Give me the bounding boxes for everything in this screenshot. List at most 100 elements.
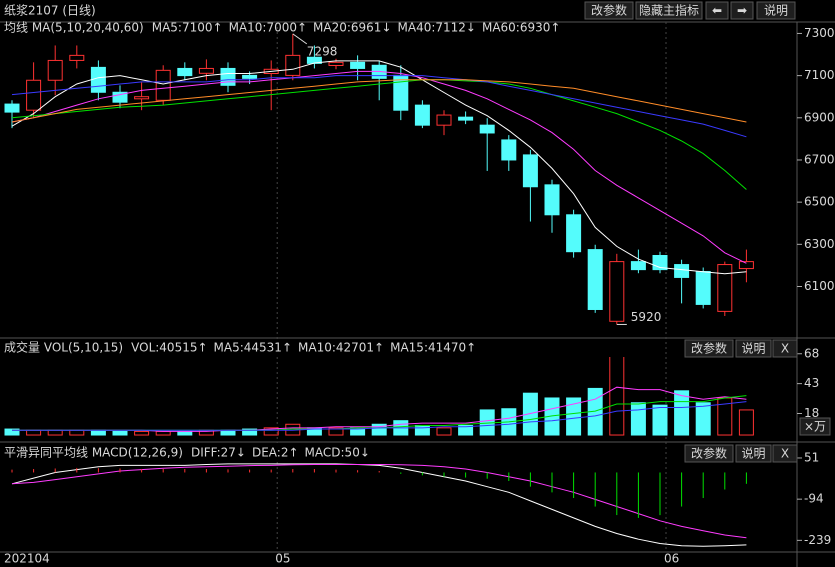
button[interactable] xyxy=(705,1,729,20)
button[interactable] xyxy=(635,1,703,20)
y-tick-label: 7100 xyxy=(804,68,835,82)
button[interactable] xyxy=(735,444,772,463)
volume-bar xyxy=(436,427,452,436)
button[interactable] xyxy=(735,339,772,358)
legend-bg xyxy=(0,443,660,461)
y-tick-label: 7300 xyxy=(804,26,835,40)
candle-body xyxy=(501,139,517,161)
volume-bar xyxy=(242,428,258,436)
panel-title: 均线 MA(5,10,20,40,60) xyxy=(4,21,144,35)
ma-line xyxy=(11,464,747,539)
volume-bar xyxy=(112,430,128,436)
candle-body xyxy=(328,61,344,66)
candle-body xyxy=(242,74,258,79)
volume-bar xyxy=(652,404,668,436)
ma-line xyxy=(11,79,747,123)
button[interactable] xyxy=(730,1,754,20)
button[interactable] xyxy=(756,1,796,20)
volume-bar xyxy=(90,429,106,436)
ma-line xyxy=(11,463,747,547)
button-label[interactable]: ×万 xyxy=(804,420,826,434)
x-tick-label: 06 xyxy=(664,552,679,566)
volume-bar xyxy=(155,430,171,436)
volume-bar xyxy=(47,429,63,436)
legend-entry: DIFF:27↓ xyxy=(191,446,246,460)
legend-entry: MA10:42701↑ xyxy=(298,341,384,355)
candle-body xyxy=(717,264,733,312)
button-label[interactable]: 说明 xyxy=(764,3,788,18)
y-tick-label: 6700 xyxy=(804,152,835,166)
candle-body xyxy=(350,61,366,69)
y-tick-label: 6900 xyxy=(804,110,835,124)
volume-bar xyxy=(630,402,646,436)
volume-bar xyxy=(609,354,625,436)
candle-body xyxy=(479,124,495,134)
candle-body xyxy=(458,116,474,121)
candle-body xyxy=(112,91,128,103)
volume-bar xyxy=(738,409,754,436)
legend-entry: MA20:6961↓ xyxy=(313,21,391,35)
candle-body xyxy=(90,66,106,93)
legend-entry: MA5:7100↑ xyxy=(152,21,223,35)
legend-entry: MACD:50↓ xyxy=(305,446,370,460)
volume-bar xyxy=(134,430,150,436)
volume-bar xyxy=(177,430,193,436)
legend-entry: MA15:41470↑ xyxy=(390,341,476,355)
button-label[interactable]: X xyxy=(781,342,789,356)
legend-entry: MA60:6930↑ xyxy=(482,21,560,35)
candle-body xyxy=(177,67,193,77)
candle-body xyxy=(393,74,409,111)
y-tick-label: 18 xyxy=(804,406,819,420)
y-tick-label: -239 xyxy=(804,533,831,547)
volume-bar xyxy=(371,423,387,436)
volume-bar xyxy=(566,397,582,436)
button-label[interactable]: 说明 xyxy=(741,446,765,461)
button[interactable] xyxy=(584,1,634,20)
candle-body xyxy=(587,249,603,310)
button[interactable] xyxy=(799,417,831,436)
legend-bg xyxy=(0,339,660,357)
volume-bar xyxy=(544,397,560,436)
legend-entry: MA10:7000↑ xyxy=(229,21,307,35)
candle-body xyxy=(198,67,214,74)
candle-body xyxy=(544,184,560,216)
button-label[interactable]: X xyxy=(781,447,789,461)
button-label[interactable]: 改参数 xyxy=(691,446,727,461)
button[interactable] xyxy=(772,444,798,463)
y-tick-label: 6500 xyxy=(804,195,835,209)
chart-title: 纸浆2107 (日线) xyxy=(4,3,96,18)
candle-body xyxy=(674,264,690,278)
ma-line xyxy=(11,75,747,138)
volume-bar xyxy=(414,424,430,436)
button-label[interactable]: 改参数 xyxy=(591,3,627,18)
ma-line xyxy=(11,60,747,275)
candle-body xyxy=(134,96,150,100)
ma-line xyxy=(11,70,747,264)
volume-bar xyxy=(263,427,279,436)
button-label[interactable]: 隐藏主指标 xyxy=(639,3,699,18)
button[interactable] xyxy=(684,339,734,358)
candle-body xyxy=(26,79,42,111)
volume-bar xyxy=(522,392,538,436)
y-tick-label: 6300 xyxy=(804,237,835,251)
button-label[interactable]: ⬅ xyxy=(712,4,722,18)
annotation: 7298 xyxy=(307,44,338,58)
button-label[interactable]: 说明 xyxy=(741,341,765,356)
button[interactable] xyxy=(684,444,734,463)
button[interactable] xyxy=(772,339,798,358)
volume-bar xyxy=(458,424,474,436)
candle-body xyxy=(566,214,582,253)
annotation-line xyxy=(292,33,308,45)
legend-entry: VOL:40515↑ xyxy=(131,341,207,355)
candle-body xyxy=(414,104,430,126)
button-label[interactable]: ➡ xyxy=(737,4,747,18)
y-tick-label: 6100 xyxy=(804,279,835,293)
y-tick-label: -94 xyxy=(804,492,824,506)
panel-title: 成交量 VOL(5,10,15) xyxy=(4,340,123,355)
legend-entry: DEA:2↑ xyxy=(252,446,299,460)
candle-body xyxy=(220,67,236,86)
candle-body xyxy=(695,271,711,305)
candle-body xyxy=(738,261,754,270)
button-label[interactable]: 改参数 xyxy=(691,341,727,356)
